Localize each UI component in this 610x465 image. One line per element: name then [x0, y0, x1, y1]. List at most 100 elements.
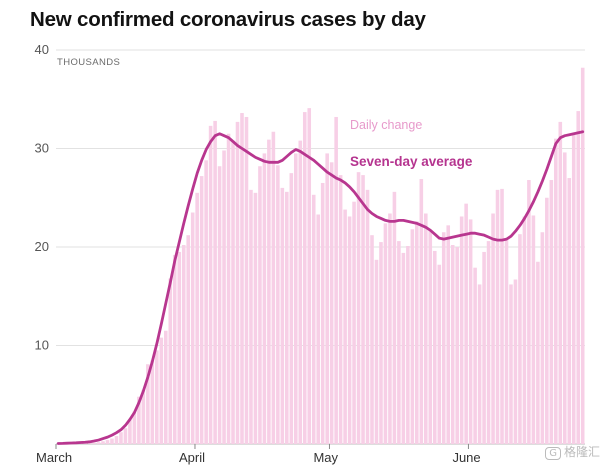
daily-bar: [464, 203, 468, 444]
daily-bar: [513, 279, 518, 444]
daily-bar: [410, 229, 415, 444]
daily-bar: [397, 241, 401, 444]
y-tick-label: 40: [35, 42, 49, 57]
daily-bar: [343, 209, 347, 444]
daily-bar: [285, 191, 289, 444]
daily-bar: [199, 176, 204, 444]
daily-bar: [576, 111, 581, 444]
daily-bar: [455, 247, 459, 444]
x-tick-label: March: [36, 450, 72, 465]
daily-bar: [155, 350, 159, 444]
daily-bar: [545, 197, 549, 444]
daily-bar: [226, 133, 231, 445]
daily-bar: [222, 150, 226, 444]
daily-bar: [159, 337, 164, 444]
daily-bar: [432, 250, 437, 444]
daily-bar: [361, 175, 365, 444]
daily-bar: [101, 441, 105, 444]
daily-bar: [311, 194, 316, 444]
seven-day-average-label: Seven-day average: [350, 154, 473, 169]
daily-bar: [352, 201, 356, 444]
x-tick-label: June: [452, 450, 480, 465]
daily-bar: [168, 278, 173, 444]
daily-bar: [87, 443, 92, 444]
daily-bar: [424, 213, 428, 444]
daily-bar: [329, 162, 334, 445]
daily-bar: [307, 108, 312, 445]
daily-bar: [468, 219, 473, 444]
daily-bar: [428, 230, 433, 444]
daily-bar: [262, 153, 267, 445]
daily-change-label: Daily change: [350, 118, 422, 132]
daily-bar: [540, 232, 545, 444]
daily-bar: [482, 251, 486, 444]
daily-bar: [567, 178, 572, 445]
daily-bar: [123, 428, 128, 444]
daily-bar: [294, 153, 298, 445]
watermark-text: 格隆汇: [563, 445, 600, 459]
daily-bar: [334, 116, 338, 444]
daily-bar: [150, 360, 155, 444]
daily-bar: [92, 442, 96, 444]
daily-bar: [392, 191, 397, 444]
daily-bar: [554, 138, 558, 444]
daily-bar: [509, 284, 513, 444]
daily-bar: [379, 242, 383, 444]
daily-bar: [580, 67, 585, 444]
y-tick-label: 30: [35, 141, 49, 156]
daily-bar: [522, 216, 527, 444]
daily-bar: [495, 189, 500, 444]
daily-bar: [388, 213, 392, 444]
watermark-logo: G 格隆汇: [545, 443, 600, 460]
daily-bar: [459, 216, 464, 444]
daily-bar: [406, 246, 410, 444]
daily-bar: [531, 215, 536, 444]
daily-bar: [441, 232, 446, 444]
daily-bar: [486, 241, 491, 444]
watermark-icon: G: [545, 447, 561, 460]
daily-bar: [119, 432, 123, 444]
daily-bar: [137, 396, 141, 444]
daily-bar: [213, 120, 217, 445]
x-tick-label: April: [179, 450, 205, 465]
daily-bar: [271, 131, 276, 444]
daily-bar: [110, 438, 114, 444]
x-axis-ticks: March April May June: [36, 444, 481, 465]
daily-bar: [527, 180, 531, 444]
daily-bar: [240, 113, 244, 444]
daily-bar: [320, 182, 325, 445]
daily-bar: [289, 173, 294, 445]
daily-bar: [558, 121, 563, 445]
daily-bar: [415, 221, 419, 444]
daily-bar: [316, 214, 320, 444]
daily-bar: [549, 180, 554, 444]
daily-bar: [258, 166, 262, 445]
daily-bar: [302, 112, 307, 444]
daily-bar: [446, 225, 451, 444]
daily-bar: [437, 264, 442, 444]
daily-bar: [518, 234, 522, 444]
daily-bar: [365, 189, 370, 444]
y-tick-label: 10: [35, 338, 49, 353]
daily-bar: [383, 223, 388, 444]
daily-bar: [338, 175, 343, 444]
daily-bar: [96, 442, 101, 444]
daily-bar: [356, 172, 361, 444]
daily-bar: [562, 152, 567, 444]
daily-bar: [172, 254, 177, 444]
seven-day-average-line: [56, 130, 585, 445]
daily-bar: [347, 216, 352, 444]
daily-bar: [244, 116, 249, 444]
chart-title: New confirmed coronavirus cases by day: [30, 8, 426, 31]
daily-bar: [276, 165, 280, 444]
daily-bar: [128, 419, 132, 445]
daily-bar: [190, 212, 195, 444]
daily-bar: [141, 389, 146, 444]
daily-bar: [477, 284, 482, 444]
daily-bar: [571, 132, 576, 445]
daily-bar: [504, 240, 509, 444]
daily-bar: [186, 235, 190, 444]
daily-bars: [56, 67, 585, 445]
daily-bar: [235, 121, 240, 445]
